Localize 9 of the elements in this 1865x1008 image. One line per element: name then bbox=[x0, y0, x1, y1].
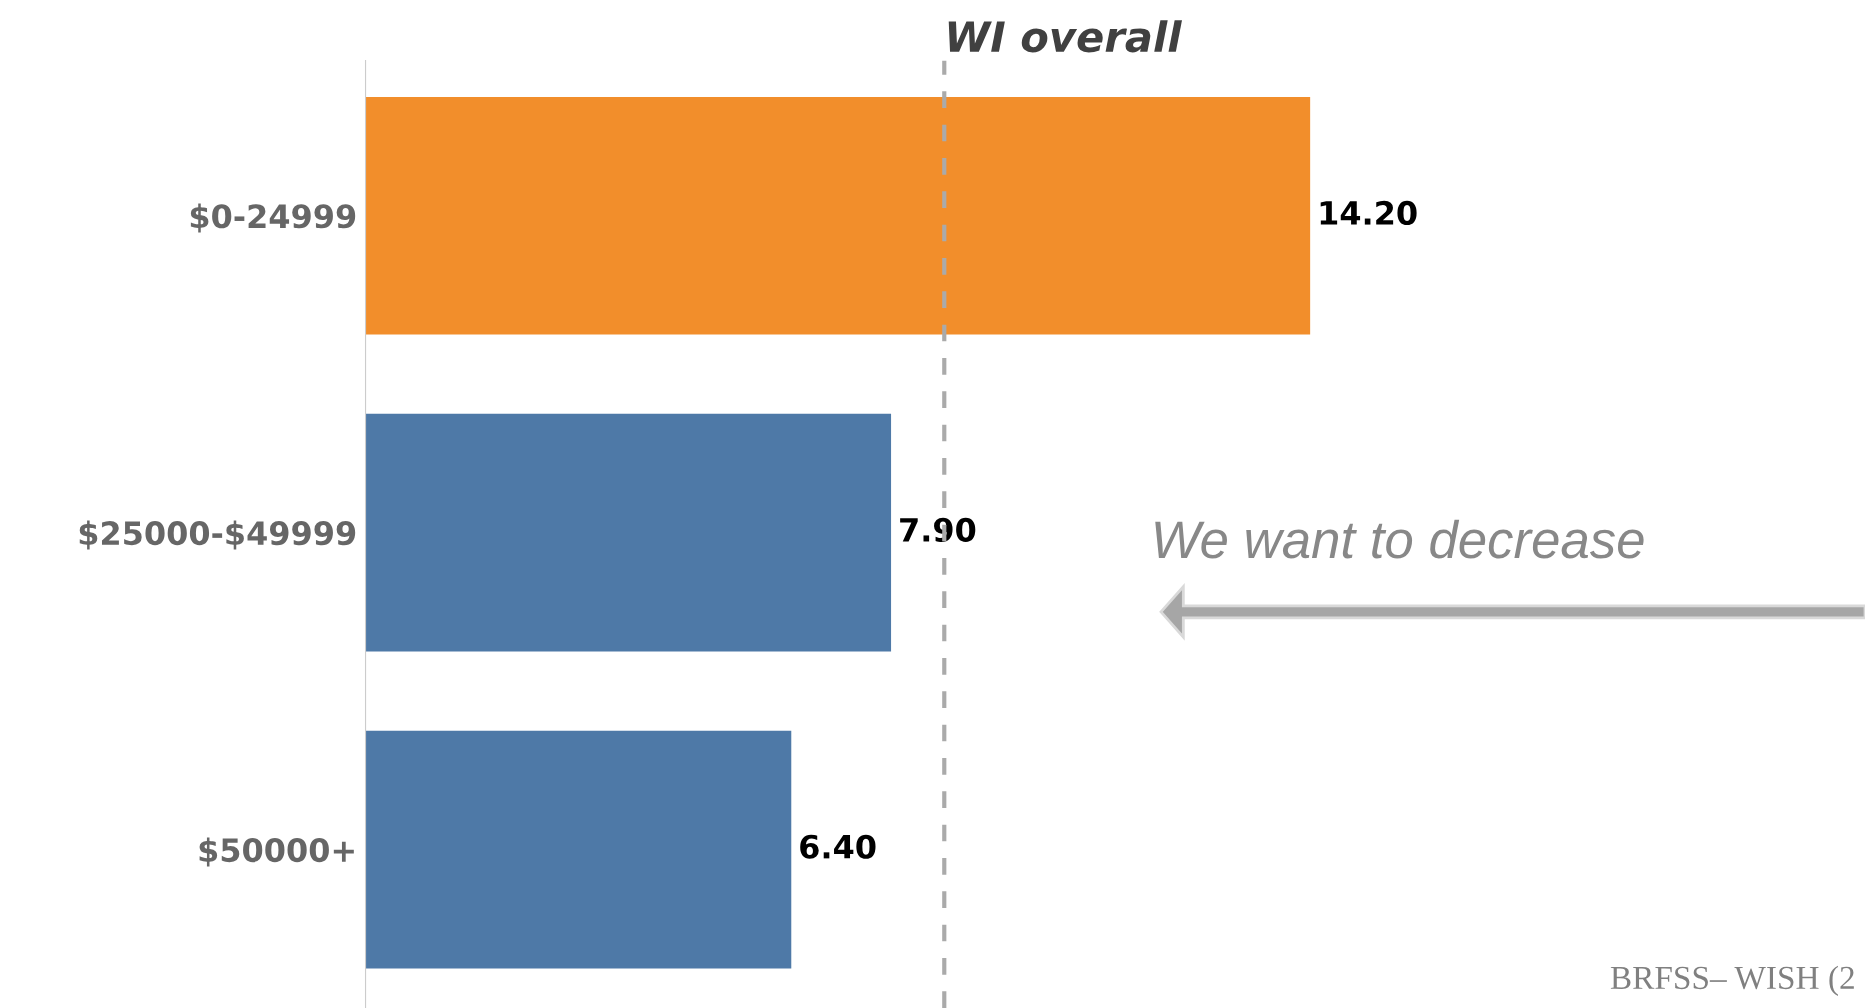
y-tick-label: $0-24999 bbox=[190, 203, 356, 233]
y-tick-label: $50000+ bbox=[199, 837, 354, 867]
data-label: 6.40 bbox=[800, 834, 876, 859]
y-tick-label: $25000-$49999 bbox=[79, 520, 356, 550]
ref-line-label: WI overall bbox=[948, 20, 1182, 53]
text: BRFSS– WISH (2 bbox=[1610, 965, 1854, 996]
data-label: 14.20 bbox=[1320, 200, 1417, 226]
annotation: We want to decrease bbox=[1155, 519, 1644, 559]
data-label: 7.90 bbox=[900, 517, 976, 542]
